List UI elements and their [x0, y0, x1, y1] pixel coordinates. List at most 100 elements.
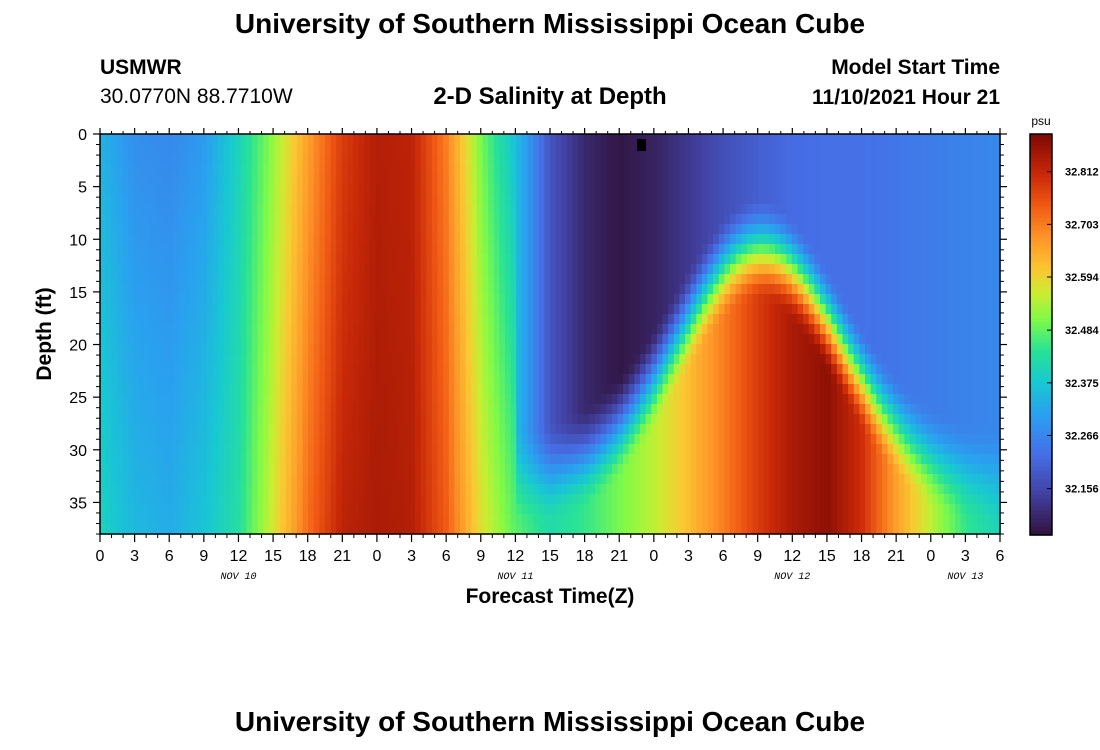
heatmap-cell: [600, 394, 607, 405]
heatmap-cell: [471, 394, 478, 405]
heatmap-cell: [645, 324, 652, 335]
heatmap-cell: [758, 184, 765, 195]
heatmap-cell: [364, 374, 371, 385]
heatmap-cell: [634, 244, 641, 255]
heatmap-cell: [364, 314, 371, 325]
heatmap-cell: [111, 404, 118, 415]
heatmap-cell: [111, 284, 118, 295]
heatmap-cell: [566, 454, 574, 465]
heatmap-cell: [561, 164, 568, 175]
heatmap-cell: [521, 384, 529, 395]
heatmap-cell: [319, 524, 326, 535]
heatmap-cell: [296, 384, 304, 395]
heatmap-cell: [398, 394, 405, 405]
heatmap-cell: [240, 334, 247, 345]
heatmap-cell: [589, 274, 596, 285]
heatmap-cell: [358, 274, 365, 285]
heatmap-cell: [184, 514, 191, 525]
heatmap-cell: [617, 254, 624, 265]
heatmap-cell: [426, 464, 433, 475]
heatmap-cell: [701, 374, 709, 385]
heatmap-cell: [769, 364, 776, 375]
heatmap-cell: [595, 234, 602, 245]
heatmap-cell: [572, 134, 579, 145]
heatmap-cell: [623, 434, 630, 445]
heatmap-cell: [673, 484, 680, 495]
heatmap-cell: [285, 284, 292, 295]
heatmap-cell: [673, 524, 680, 535]
heatmap-cell: [195, 144, 202, 155]
heatmap-cell: [521, 334, 529, 345]
heatmap-cell: [229, 414, 236, 425]
heatmap-cell: [296, 524, 304, 535]
heatmap-cell: [268, 484, 275, 495]
heatmap-cell: [420, 324, 427, 335]
heatmap-cell: [690, 144, 697, 155]
heatmap-cell: [595, 144, 602, 155]
heatmap-cell: [482, 234, 489, 245]
heatmap-cell: [212, 204, 219, 215]
heatmap-cell: [746, 264, 754, 275]
heatmap-cell: [623, 204, 630, 215]
heatmap-cell: [713, 204, 720, 215]
heatmap-cell: [392, 214, 399, 225]
heatmap-cell: [645, 484, 652, 495]
heatmap-cell: [488, 334, 495, 345]
heatmap-cell: [201, 284, 208, 295]
heatmap-cell: [122, 384, 129, 395]
heatmap-cell: [409, 174, 416, 185]
heatmap-cell: [780, 264, 787, 275]
heatmap-cell: [156, 164, 163, 175]
heatmap-cell: [246, 454, 253, 465]
heatmap-cell: [386, 284, 394, 295]
heatmap-cell: [628, 524, 635, 535]
heatmap-cell: [251, 374, 259, 385]
heatmap-cell: [538, 374, 545, 385]
heatmap-cell: [488, 254, 495, 265]
heatmap-cell: [223, 524, 230, 535]
heatmap-cell: [696, 304, 703, 315]
heatmap-cell: [398, 464, 405, 475]
heatmap-cell: [206, 184, 214, 195]
heatmap-cell: [116, 204, 124, 215]
heatmap-cell: [229, 134, 236, 145]
heatmap-cell: [707, 474, 714, 485]
heatmap-cell: [527, 284, 534, 295]
heatmap-cell: [617, 484, 624, 495]
heatmap-cell: [533, 374, 540, 385]
heatmap-cell: [285, 274, 292, 285]
heatmap-cell: [392, 294, 399, 305]
heatmap-cell: [471, 294, 478, 305]
heatmap-cell: [313, 184, 320, 195]
heatmap-cell: [235, 134, 242, 145]
heatmap-cell: [752, 344, 759, 355]
heatmap-cell: [201, 354, 208, 365]
heatmap-cell: [381, 354, 388, 365]
heatmap-cell: [775, 324, 782, 335]
heatmap-cell: [634, 314, 641, 325]
heatmap-cell: [111, 154, 118, 165]
heatmap-cell: [685, 454, 692, 465]
heatmap-cell: [550, 144, 557, 155]
heatmap-cell: [139, 134, 146, 145]
heatmap-cell: [325, 464, 332, 475]
heatmap-cell: [741, 424, 748, 435]
heatmap-cell: [521, 274, 529, 285]
heatmap-cell: [758, 504, 765, 515]
heatmap-cell: [403, 394, 410, 405]
heatmap-cell: [347, 384, 354, 395]
heatmap-cell: [370, 174, 377, 185]
heatmap-cell: [251, 454, 259, 465]
heatmap-cell: [668, 424, 675, 435]
heatmap-cell: [319, 444, 326, 455]
heatmap-cell: [775, 314, 782, 325]
heatmap-cell: [527, 494, 534, 505]
heatmap-cell: [156, 404, 163, 415]
heatmap-cell: [302, 414, 309, 425]
heatmap-cell: [656, 204, 664, 215]
heatmap-cell: [201, 184, 208, 195]
heatmap-cell: [482, 404, 489, 415]
heatmap-cell: [364, 244, 371, 255]
heatmap-cell: [415, 134, 422, 145]
heatmap-cell: [235, 144, 242, 155]
